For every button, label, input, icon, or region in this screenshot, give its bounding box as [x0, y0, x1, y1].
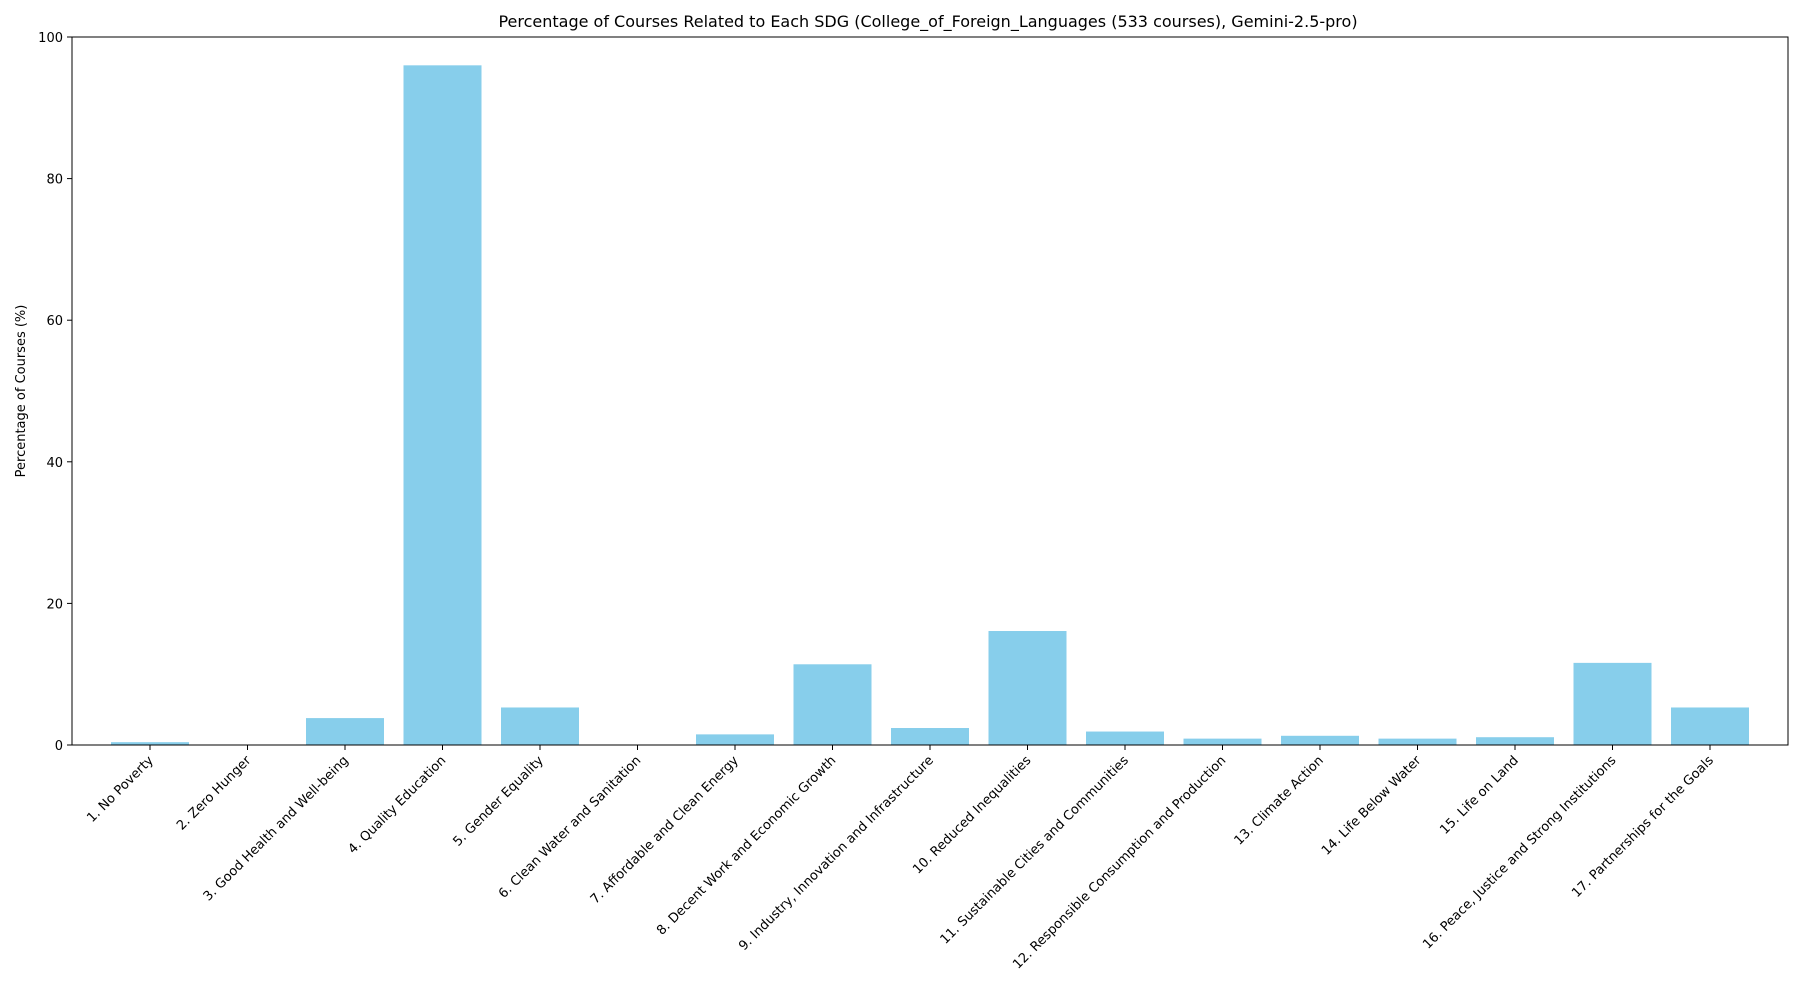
x-tick-label: 15. Life on Land: [1437, 753, 1521, 837]
x-tick-label: 5. Gender Equality: [450, 753, 547, 850]
x-tick-label: 1. No Poverty: [84, 753, 157, 826]
bar-1: [111, 742, 189, 745]
x-tick-label: 4. Quality Education: [345, 753, 449, 857]
y-tick-label: 60: [46, 314, 63, 329]
bar-4: [403, 65, 482, 745]
bar-8: [793, 664, 872, 745]
x-tick-label: 14. Life Below Water: [1319, 753, 1425, 859]
bar-10: [988, 631, 1067, 745]
bar-15: [1476, 737, 1554, 745]
bar-14: [1378, 738, 1457, 745]
bar-13: [1281, 735, 1359, 745]
y-tick-label: 0: [55, 739, 63, 754]
chart-title: Percentage of Courses Related to Each SD…: [498, 12, 1357, 32]
bars-layer: [111, 65, 1749, 745]
x-tick-label: 12. Responsible Consumption and Producti…: [1010, 753, 1229, 972]
bar-17: [1671, 707, 1749, 745]
y-axis-label: Percentage of Courses (%): [14, 305, 29, 478]
x-tick-label: 9. Industry, Innovation and Infrastructu…: [736, 753, 937, 954]
y-tick-label: 40: [46, 456, 63, 471]
plot-frame: [71, 36, 1789, 746]
bar-12: [1183, 738, 1262, 745]
y-tick-label: 20: [46, 597, 63, 612]
y-tick-label: 80: [46, 173, 63, 188]
bar-5: [501, 707, 579, 745]
bar-9: [891, 728, 969, 745]
x-tick-label: 8. Decent Work and Economic Growth: [654, 753, 839, 938]
bar-11: [1086, 731, 1164, 745]
y-axis: 0 20 40 60 80 100: [38, 31, 72, 754]
bar-16: [1573, 662, 1652, 745]
x-tick-label: 13. Climate Action: [1232, 753, 1327, 848]
x-tick-label: 2. Zero Hunger: [174, 753, 255, 834]
bar-7: [696, 734, 774, 745]
y-tick-label: 100: [38, 31, 63, 46]
x-tick-label: 16. Peace, Justice and Strong Institutio…: [1420, 753, 1619, 952]
x-tick-label: 11. Sustainable Cities and Communities: [938, 753, 1132, 947]
bar-3: [306, 718, 384, 745]
